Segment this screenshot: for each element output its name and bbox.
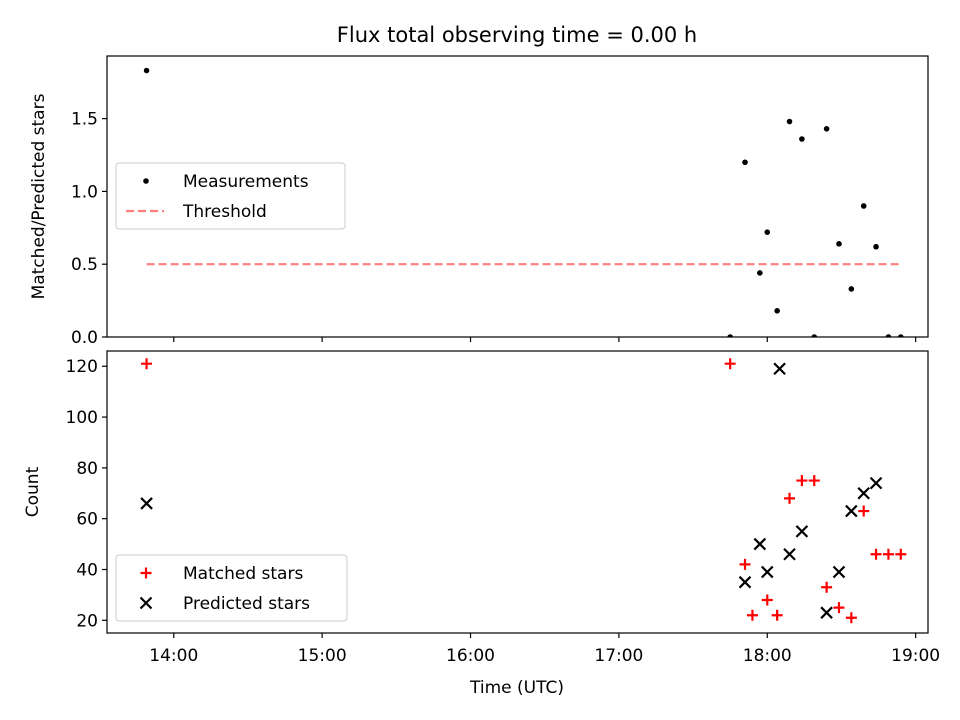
legend: Matched stars Predicted stars <box>115 554 348 622</box>
measurements-point <box>836 241 842 247</box>
y-tick-label: 60 <box>76 510 98 530</box>
predicted-stars-point <box>832 565 846 579</box>
matched-stars-point <box>739 558 751 570</box>
predicted-stars-point <box>857 486 870 500</box>
measurements-point <box>727 334 733 337</box>
predicted-stars-point <box>753 537 767 551</box>
measurements-point <box>764 229 771 235</box>
y-axis-label: Count <box>23 466 43 517</box>
measurements-point <box>873 243 879 250</box>
predicted-stars-point <box>140 497 153 510</box>
matched-stars-point <box>858 505 870 517</box>
measurements-point <box>823 125 830 132</box>
matched-stars-point <box>895 548 907 560</box>
x-axis-label: Time (UTC) <box>469 678 564 698</box>
matched-stars-point <box>784 492 796 504</box>
matched-stars-point <box>796 475 808 487</box>
axes-frame <box>106 350 929 634</box>
predicted-stars-point <box>845 504 858 518</box>
plot-area <box>143 67 904 337</box>
predicted-stars-point <box>820 606 833 619</box>
matched-stars-point <box>882 548 894 560</box>
plot-area <box>140 358 907 624</box>
matched-stars-point <box>761 594 773 606</box>
count-panel: 20 40 60 80 100 120 14:00 15:00 16:00 17:00 18:00 1… <box>23 350 940 666</box>
matched-stars-point <box>771 609 783 621</box>
matched-stars-legend-label: Matched stars <box>183 564 303 584</box>
x-tick-label: 16:00 <box>446 646 495 666</box>
measurements-point <box>848 286 855 292</box>
y-tick-label: 120 <box>66 357 98 377</box>
matched-stars-point <box>821 581 833 593</box>
measurements-point <box>757 270 763 276</box>
predicted-stars-point <box>869 476 883 490</box>
predicted-stars-point <box>773 362 786 376</box>
predicted-stars-point <box>738 575 752 589</box>
y-axis-label: Matched/Predicted stars <box>29 93 49 299</box>
y-tick-label: 1.0 <box>71 182 98 202</box>
measurements-legend-swatch <box>143 178 149 184</box>
predicted-stars-legend-swatch <box>139 596 153 610</box>
matched-stars-point <box>808 475 820 487</box>
x-tick-label: 18:00 <box>743 646 792 666</box>
predicted-stars-point <box>795 525 809 538</box>
matched-stars-point <box>141 358 153 370</box>
matched-stars-point <box>833 602 845 614</box>
ratio-panel: 0.0 0.5 1.0 1.5 Matched/Predicted stars Measu… <box>29 55 929 348</box>
predicted-stars-point <box>783 547 796 561</box>
measurements-point <box>143 67 150 74</box>
y-tick-label: 1.5 <box>71 110 98 130</box>
matched-stars-legend-swatch <box>140 567 152 579</box>
y-tick-label: 80 <box>76 459 98 479</box>
legend-box <box>115 554 348 622</box>
matched-stars-point <box>845 612 857 624</box>
matched-stars-point <box>746 609 758 621</box>
measurements-point <box>811 334 818 337</box>
x-tick-label: 14:00 <box>149 646 198 666</box>
y-tick-label: 100 <box>66 408 98 428</box>
matched-stars-point <box>870 548 882 560</box>
legend: Measurements Threshold <box>115 162 346 230</box>
y-tick-label: 40 <box>76 560 98 580</box>
predicted-stars-legend-label: Predicted stars <box>183 594 310 614</box>
y-tick-label: 20 <box>76 611 98 631</box>
measurements-point <box>897 334 904 337</box>
measurements-point <box>786 118 793 125</box>
measurements-point <box>860 203 867 209</box>
x-tick-label: 17:00 <box>594 646 643 666</box>
x-tick-label: 15:00 <box>298 646 347 666</box>
measurements-point <box>774 307 780 314</box>
x-tick-label: 19:00 <box>891 646 940 666</box>
measurements-point <box>885 334 892 337</box>
predicted-stars-point <box>760 565 774 579</box>
legend-box <box>115 162 346 230</box>
axes-frame <box>106 55 929 338</box>
figure-title: Flux total observing time = 0.00 h <box>337 23 697 47</box>
measurements-legend-label: Measurements <box>183 172 309 192</box>
matched-stars-point <box>724 358 736 370</box>
threshold-legend-label: Threshold <box>182 202 267 222</box>
measurements-point <box>742 159 748 166</box>
measurements-point <box>799 136 805 142</box>
y-tick-label: 0.0 <box>71 328 98 348</box>
y-tick-label: 0.5 <box>71 255 98 275</box>
